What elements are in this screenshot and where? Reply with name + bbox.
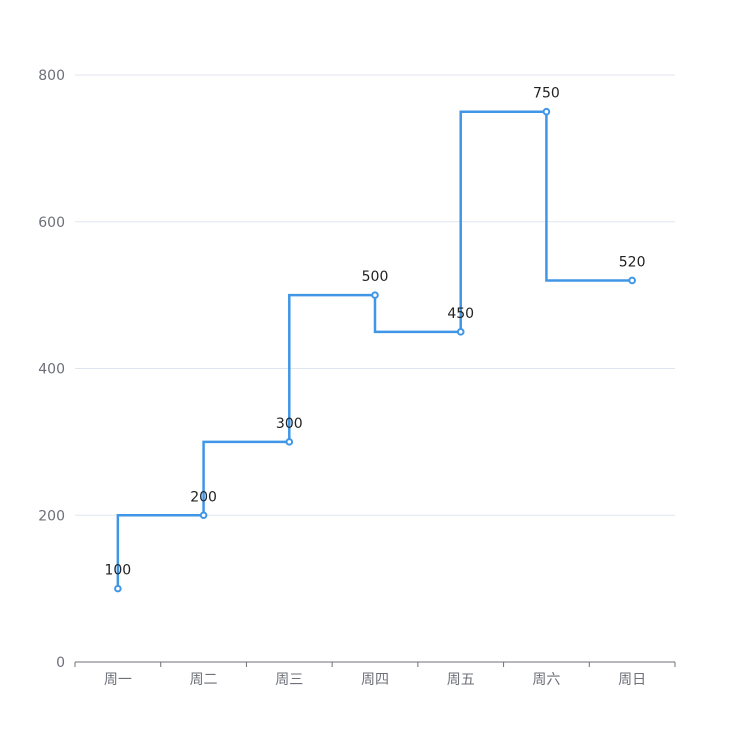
data-label: 500: [362, 269, 389, 285]
grid-lines: [75, 74, 675, 516]
data-point: [199, 511, 208, 520]
data-label: 100: [104, 563, 131, 579]
series-line: [116, 110, 633, 589]
series: [116, 110, 633, 589]
data-labels: 100 200 300 500 450 750 520: [104, 86, 645, 579]
x-tick-label: 周一: [104, 672, 132, 688]
data-point: [285, 438, 294, 446]
data-label: 450: [447, 306, 474, 322]
y-axis-ticks: 0 200 400 600 800: [38, 68, 65, 671]
x-tick-label: 周四: [361, 672, 389, 688]
data-point: [114, 584, 122, 593]
x-tick-label: 周五: [447, 672, 475, 688]
x-axis: [74, 661, 676, 667]
data-point: [542, 107, 551, 116]
data-label: 300: [276, 416, 303, 432]
y-tick-label: 200: [38, 508, 65, 524]
data-label: 750: [533, 86, 560, 102]
y-tick-label: 400: [38, 362, 65, 378]
data-label: 200: [190, 489, 217, 505]
x-tick-label: 周三: [275, 672, 303, 688]
y-tick-label: 600: [38, 215, 65, 231]
data-points: [114, 107, 636, 593]
y-tick-label: 0: [56, 655, 65, 671]
data-label: 520: [619, 254, 646, 270]
data-point: [456, 328, 465, 336]
data-point: [371, 291, 379, 299]
x-tick-label: 周六: [532, 672, 560, 688]
x-axis-ticks: 周一 周二 周三 周四 周五 周六 周日: [104, 672, 646, 688]
x-tick-label: 周二: [190, 672, 218, 688]
y-tick-label: 800: [38, 68, 65, 84]
data-point: [628, 276, 636, 285]
x-tick-label: 周日: [618, 672, 646, 688]
